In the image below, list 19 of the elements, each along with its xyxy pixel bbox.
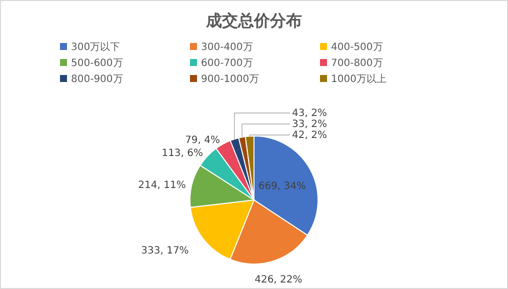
legend-label: 400-500万 (331, 42, 383, 53)
data-label: 33, 2% (292, 119, 327, 130)
data-label: 214, 11% (138, 180, 186, 192)
legend-label: 300万以下 (71, 41, 120, 53)
legend-label: 900-1000万 (201, 74, 260, 85)
data-label: 113, 6% (162, 148, 204, 160)
legend-label: 1000万以上 (331, 73, 386, 85)
data-label: 42, 2% (292, 130, 327, 141)
data-label: 333, 17% (141, 246, 189, 257)
data-label: 426, 22% (254, 274, 302, 286)
data-label: 43, 2% (292, 108, 327, 119)
legend-label: 500-600万 (71, 58, 123, 69)
legend-label: 300-400万 (201, 42, 253, 53)
legend-label: 800-900万 (71, 74, 123, 85)
data-label: 669, 34% (258, 180, 306, 192)
legend-label: 700-800万 (331, 58, 383, 69)
data-label: 79, 4% (185, 134, 220, 146)
legend-label: 600-700万 (201, 58, 253, 69)
chart-title: 成交总价分布 (205, 11, 302, 30)
